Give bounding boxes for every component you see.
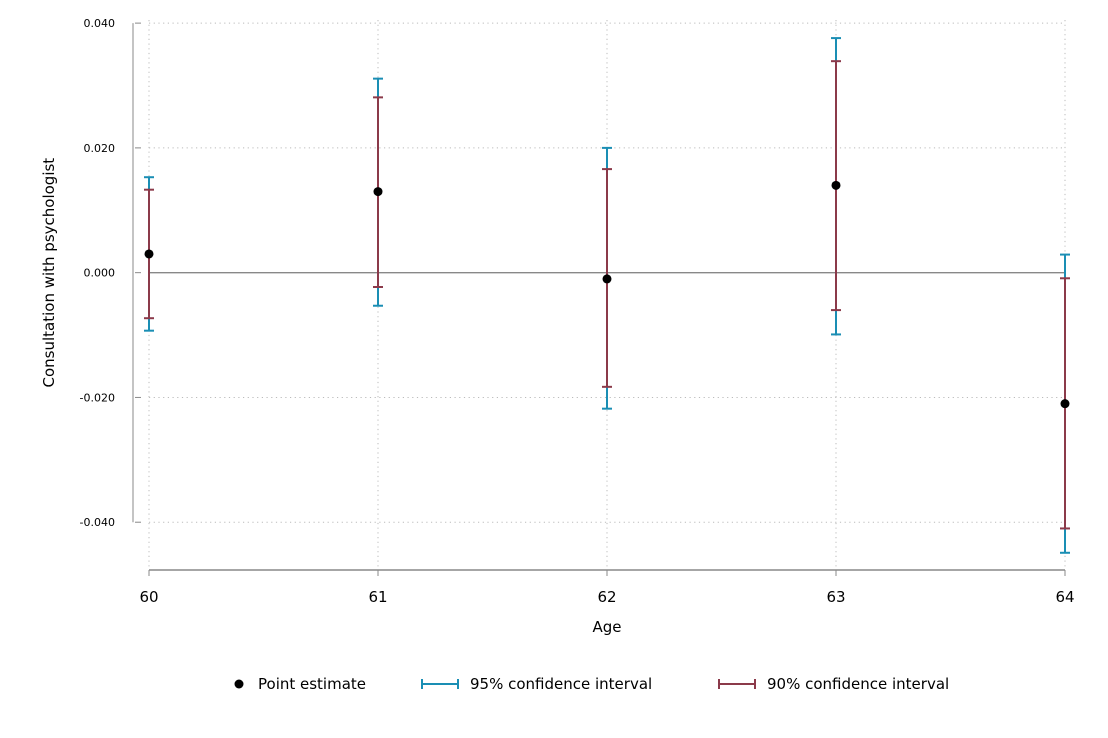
y-tick-label: 0.000 — [84, 267, 116, 280]
legend: Point estimate 95% confidence interval 90%… — [234, 675, 949, 693]
point-estimate-marker — [1060, 399, 1070, 409]
legend-ci90-label: 90% confidence interval — [767, 675, 949, 693]
y-axis: 0.040 0.020 0.000 -0.020 -0.040 — [80, 17, 141, 529]
x-tick-label: 61 — [368, 588, 387, 606]
y-tick-label: 0.020 — [84, 142, 116, 155]
y-tick-label: -0.040 — [80, 516, 115, 529]
legend-point-symbol — [234, 679, 244, 689]
point-estimate-marker — [831, 180, 841, 190]
y-tick-label: 0.040 — [84, 17, 116, 30]
chart-marks — [144, 37, 1070, 554]
point-estimate-marker — [144, 249, 154, 259]
x-tick-label: 64 — [1055, 588, 1074, 606]
legend-point-label: Point estimate — [258, 675, 366, 693]
x-axis-title: Age — [592, 618, 621, 636]
x-axis: 60 61 62 63 64 — [139, 569, 1075, 606]
y-axis-title: Consultation with psychologist — [40, 158, 58, 388]
x-tick-label: 62 — [597, 588, 616, 606]
point-estimate-marker — [373, 187, 383, 197]
y-tick-label: -0.020 — [80, 391, 115, 404]
legend-ci95-label: 95% confidence interval — [470, 675, 652, 693]
point-estimate-marker — [602, 274, 612, 284]
x-tick-label: 60 — [139, 588, 158, 606]
x-tick-label: 63 — [826, 588, 845, 606]
